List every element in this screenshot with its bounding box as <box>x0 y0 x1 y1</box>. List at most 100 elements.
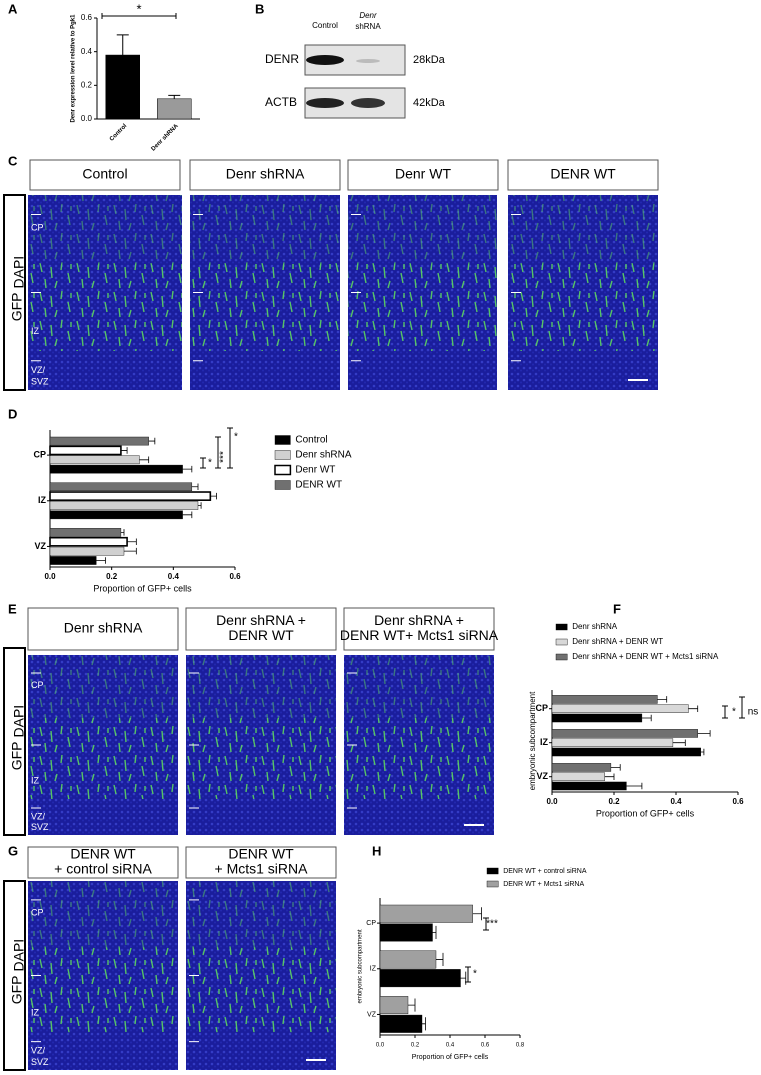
legend-swatch <box>555 638 568 646</box>
x-axis-label: Proportion of GFP+ cells <box>412 1054 489 1061</box>
micrograph-cells <box>186 655 336 718</box>
stain-bracket <box>3 880 26 1071</box>
significance-bracket <box>215 436 221 469</box>
legend-label: Denr WT <box>295 465 335 476</box>
region-label: CP <box>31 223 44 233</box>
bar <box>551 729 698 738</box>
x-tick-label: 0.4 <box>446 1043 455 1049</box>
region-label: IZ <box>31 1008 40 1018</box>
annotation: * <box>136 1 141 16</box>
lane-label: Denr <box>359 11 377 20</box>
error-bar <box>604 773 615 780</box>
significance-bracket <box>227 427 233 469</box>
panel-header: Denr shRNA <box>64 620 143 636</box>
lane-label: shRNA <box>355 22 381 31</box>
micrograph-cells <box>344 655 494 718</box>
error-bar <box>422 1017 426 1031</box>
region-label: IZ <box>31 326 40 336</box>
region-label: VZ/ <box>31 1045 46 1055</box>
legend-label: Denr shRNA <box>572 622 618 631</box>
error-bar <box>182 465 193 473</box>
panel-header: Denr shRNA + <box>216 612 306 628</box>
bar <box>551 704 689 713</box>
x-tick-label: 0.4 <box>168 572 180 581</box>
annotation: * <box>732 707 736 718</box>
error-bar <box>436 952 444 966</box>
stain-label: GFP <box>9 293 25 322</box>
error-bar <box>127 538 137 546</box>
region-label: IZ <box>31 775 40 785</box>
stain-label: GFP <box>9 976 25 1005</box>
y-axis-label: embryonic subcompartment <box>528 691 537 790</box>
panel-header: + Mcts1 siRNA <box>215 861 309 877</box>
error-bar <box>688 705 699 712</box>
y-tick-label: IZ <box>38 495 47 505</box>
panel-label: B <box>255 1 264 16</box>
panel-header: DENR WT <box>70 846 136 862</box>
bar <box>49 436 149 446</box>
legend-label: Denr shRNA + DENR WT + Mcts1 siRNA <box>572 652 719 661</box>
micrograph-cells <box>348 195 497 264</box>
y-tick-label: IZ <box>370 966 377 973</box>
header-box <box>189 159 341 191</box>
bar <box>551 747 702 757</box>
region-label: SVZ <box>31 1057 49 1067</box>
panel-header: Denr WT <box>395 166 451 182</box>
region-label: SVZ <box>31 822 49 832</box>
panel-header: DENR WT <box>228 627 294 643</box>
error-bar <box>116 34 129 56</box>
size-label: 42kDa <box>413 97 446 109</box>
x-tick-label: 0.6 <box>229 572 241 581</box>
significance-bracket <box>101 13 177 19</box>
panel-label: E <box>8 601 17 616</box>
micrograph-cells <box>28 881 178 948</box>
size-label: 28kDa <box>413 54 446 66</box>
annotation: ns <box>748 707 759 718</box>
band <box>306 55 344 65</box>
panel-header: DENR WT <box>550 166 616 182</box>
band <box>356 59 380 63</box>
bar <box>157 98 192 120</box>
error-bar <box>472 907 482 921</box>
stain-label: GFP <box>9 742 25 771</box>
bar <box>49 482 193 492</box>
stain-bracket <box>3 647 26 836</box>
micrograph-cells <box>28 718 178 799</box>
error-bar <box>198 502 202 509</box>
x-tick-label: Denr shRNA <box>151 123 181 153</box>
legend-swatch <box>486 867 499 875</box>
annotation: * <box>234 432 238 443</box>
micrograph-cells <box>508 263 658 351</box>
bar <box>49 546 125 556</box>
micrograph-cells <box>186 947 336 1033</box>
stain-label: DAPI <box>11 939 27 972</box>
bar <box>49 445 122 456</box>
x-tick-label: 0.6 <box>732 797 744 806</box>
y-tick-label: CP <box>366 920 376 927</box>
error-bar <box>657 696 668 703</box>
micrograph-cells <box>348 263 497 351</box>
significance-bracket <box>739 696 745 719</box>
y-tick-label: 0.6 <box>81 13 93 22</box>
error-bar <box>96 557 106 564</box>
protein-label: DENR <box>265 52 299 66</box>
legend-swatch <box>274 450 291 460</box>
x-tick-label: Control <box>109 123 129 143</box>
panel-header: Denr shRNA + <box>374 612 464 628</box>
error-bar <box>610 764 621 771</box>
lane-label: Control <box>312 21 338 30</box>
panel-header: DENR WT+ Mcts1 siRNA <box>340 627 499 643</box>
legend-swatch <box>555 623 568 631</box>
panel-label: A <box>8 1 18 16</box>
bar <box>49 510 183 520</box>
y-tick-label: VZ <box>536 771 548 781</box>
panel-label: F <box>613 601 621 616</box>
panel-header: + control siRNA <box>54 861 152 877</box>
bar <box>49 501 199 510</box>
bar <box>49 464 183 474</box>
x-tick-label: 0.0 <box>546 797 558 806</box>
region-label: SVZ <box>31 377 49 387</box>
annotation: *** <box>219 451 230 463</box>
micrograph-cells <box>508 195 658 264</box>
x-axis-label: Proportion of GFP+ cells <box>93 583 192 593</box>
